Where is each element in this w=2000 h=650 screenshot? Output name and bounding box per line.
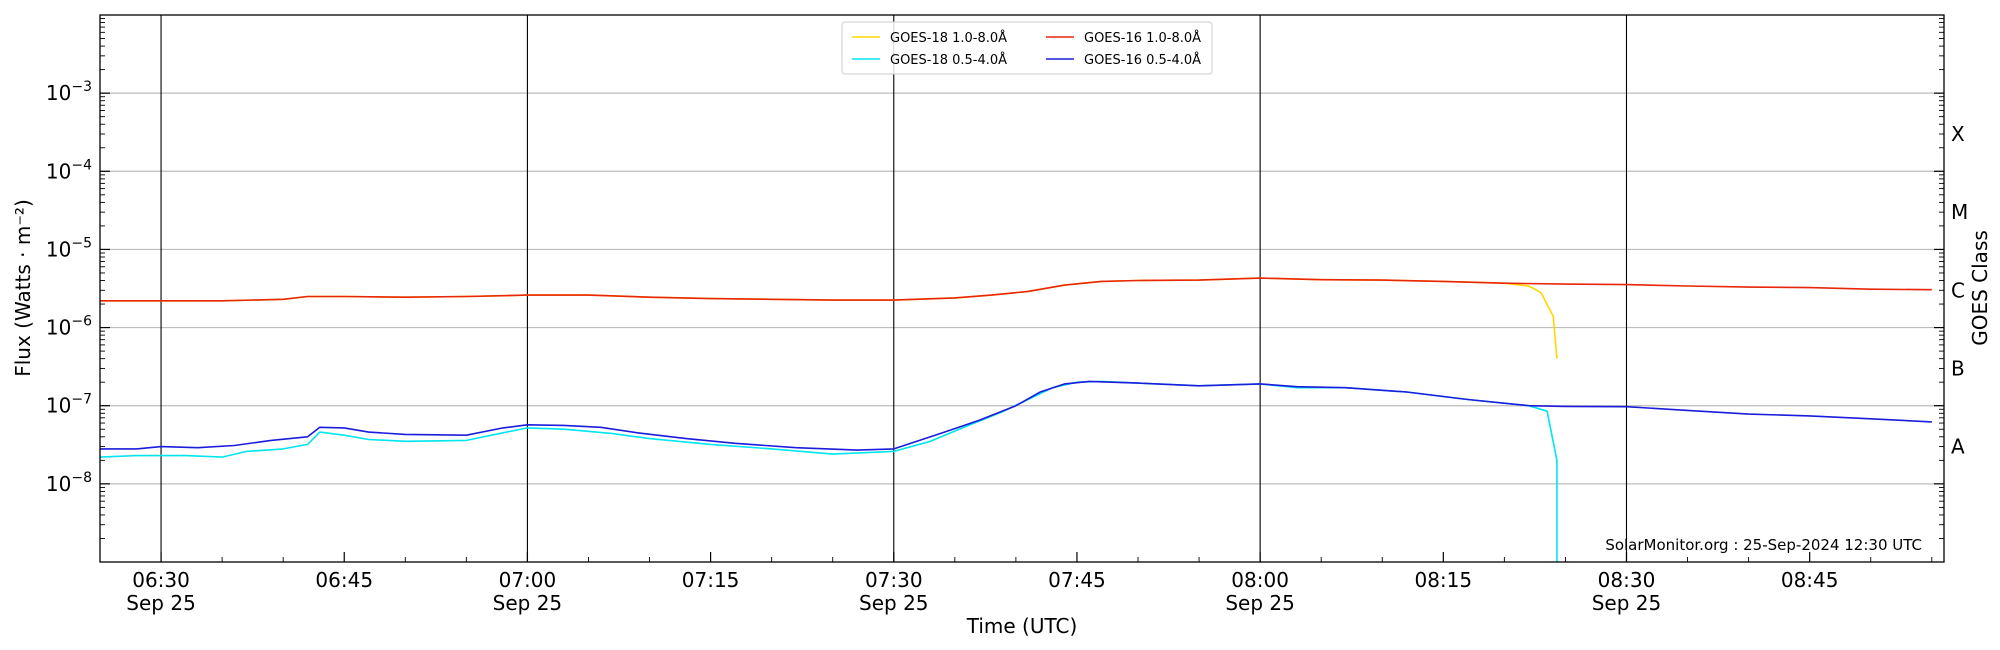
x-tick-label: 06:45 [315, 568, 373, 592]
y-tick-label: 10−7 [46, 392, 92, 418]
goes-class-label: A [1951, 435, 1965, 459]
x-tick-label: 07:00 [499, 568, 557, 592]
goes-class-label: X [1951, 122, 1965, 146]
tick-layer [99, 18, 1944, 562]
series-line [100, 380, 1932, 451]
y-axis-title: Flux (Watts · m⁻²) [11, 199, 35, 377]
series-layer [99, 277, 1932, 562]
grid-layer [100, 92, 1944, 485]
x-tick-label: 08:15 [1414, 568, 1472, 592]
x-tick-label: 07:45 [1048, 568, 1106, 592]
goes-class-label: M [1951, 200, 1968, 224]
x-tick-label: 07:15 [682, 568, 740, 592]
plot-frame [99, 14, 1945, 563]
series-line [100, 277, 1932, 302]
legend-label: GOES-18 1.0-8.0Å [890, 30, 1007, 46]
x-tick-date-label: Sep 25 [859, 591, 929, 615]
x-tick-date-label: Sep 25 [493, 591, 563, 615]
y-tick-label: 10−5 [46, 235, 92, 261]
y-tick-label: 10−3 [46, 79, 92, 105]
vertical-marker-layer [160, 15, 1628, 562]
x-tick-date-label: Sep 25 [126, 591, 196, 615]
legend-label: GOES-18 0.5-4.0Å [890, 52, 1007, 68]
x-tick-label: 08:45 [1781, 568, 1839, 592]
x-tick-label: 06:30 [132, 568, 190, 592]
x-tick-date-label: Sep 25 [1225, 591, 1295, 615]
x-axis-title: Time (UTC) [966, 614, 1078, 638]
legend-label: GOES-16 0.5-4.0Å [1084, 52, 1201, 68]
credit-text: SolarMonitor.org : 25-Sep-2024 12:30 UTC [1605, 536, 1922, 554]
y-tick-label: 10−6 [46, 314, 92, 340]
x-tick-label: 08:30 [1598, 568, 1656, 592]
y-tick-label: 10−4 [46, 157, 92, 183]
y-tick-label: 10−8 [46, 470, 92, 496]
goes-class-label: B [1951, 356, 1965, 380]
x-tick-label: 08:00 [1231, 568, 1289, 592]
legend-label: GOES-16 1.0-8.0Å [1084, 30, 1201, 46]
legend: GOES-18 1.0-8.0Å GOES-18 0.5-4.0Å GOES-16 … [841, 21, 1213, 75]
x-tick-date-label: Sep 25 [1592, 591, 1662, 615]
x-tick-label: 07:30 [865, 568, 923, 592]
legend-box [841, 21, 1213, 75]
y2-axis-title: GOES Class [1968, 230, 1992, 346]
goes-class-label: C [1951, 278, 1965, 302]
